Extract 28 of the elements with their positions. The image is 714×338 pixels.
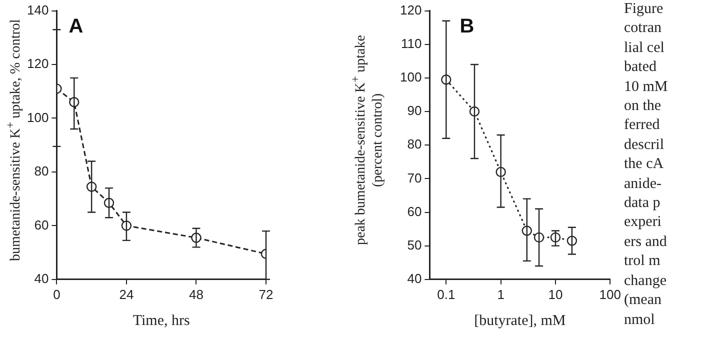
y-tick-label: 140 xyxy=(26,2,49,18)
x-tick-label: 0.1 xyxy=(437,286,456,302)
x-tick-label: 48 xyxy=(188,286,204,302)
x-axis-title: [butyrate], mM xyxy=(474,312,566,329)
x-tick-label: 24 xyxy=(119,286,134,302)
y-tick-label: 60 xyxy=(407,204,422,219)
y-tick-label: 110 xyxy=(400,36,422,51)
y-tick-label: 40 xyxy=(34,270,49,286)
y-tick-label: 120 xyxy=(26,56,49,72)
y-tick-label: 120 xyxy=(400,2,422,18)
y-tick-label: 60 xyxy=(34,217,49,232)
x-tick-label: 1 xyxy=(497,286,504,302)
y-tick-label: 100 xyxy=(26,110,49,125)
x-tick-label: 72 xyxy=(258,286,274,302)
x-tick-label: 100 xyxy=(599,286,622,302)
x-tick-label: 10 xyxy=(548,286,563,302)
y-tick-label: 70 xyxy=(407,170,422,186)
y-tick-label: 40 xyxy=(407,270,422,286)
text: Figure cotran lial cel bated 10 mM on the ferred descril the cA anide- data p experi ers and trol m change (mean nmol xyxy=(624,1,668,328)
x-axis-title: Time, hrs xyxy=(132,312,190,329)
y-tick-label: 50 xyxy=(407,237,422,252)
chart-title: A xyxy=(68,15,84,38)
y-tick-label: 90 xyxy=(407,103,422,118)
y-tick-label: 80 xyxy=(407,136,422,152)
chart-title: B xyxy=(460,15,474,38)
y-tick-label: 80 xyxy=(34,164,49,179)
y-tick-label: 100 xyxy=(400,70,422,85)
x-tick-label: 0 xyxy=(53,286,60,302)
